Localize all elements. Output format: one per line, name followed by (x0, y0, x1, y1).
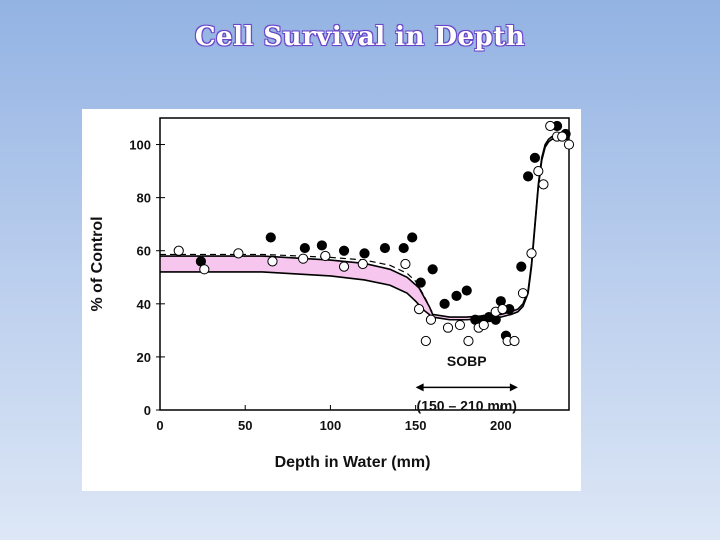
data-points (173, 120, 575, 347)
open-point (233, 248, 244, 259)
y-axis-title: % of Control (89, 216, 106, 311)
x-axis-title: Depth in Water (mm) (275, 454, 431, 471)
open-point (557, 131, 568, 142)
filled-point (427, 264, 438, 275)
open-point (478, 319, 489, 331)
lower-fit-curve (160, 138, 569, 321)
filled-point (338, 245, 350, 256)
filled-point (407, 232, 418, 243)
sobp-arrowhead-left (415, 383, 424, 392)
y-tick-label: 20 (137, 350, 151, 365)
x-tick-label: 50 (238, 418, 252, 433)
chart-panel: 0 20 40 60 80 100 0 50 100 150 200 SOBP (150 – 210… (82, 109, 581, 491)
open-point (173, 245, 184, 256)
filled-point (398, 242, 409, 254)
open-point (267, 256, 278, 267)
x-tick-label: 150 (405, 418, 427, 433)
x-tick-label: 100 (320, 418, 342, 433)
open-point (425, 314, 437, 325)
filled-point (316, 240, 327, 251)
plot-frame (159, 117, 570, 411)
x-tick-label: 0 (156, 418, 163, 433)
y-tick-label: 0 (144, 403, 151, 418)
open-point (463, 335, 474, 347)
open-point (563, 139, 575, 150)
filled-point (415, 277, 426, 288)
y-tick-label: 80 (137, 191, 151, 206)
open-point (533, 165, 544, 177)
sobp-label: SOBP (447, 353, 487, 369)
filled-point (299, 242, 310, 254)
open-point (400, 258, 411, 270)
open-point (442, 322, 454, 333)
open-point (357, 258, 368, 270)
filled-point (451, 290, 462, 301)
open-point (497, 304, 508, 315)
filled-point (265, 232, 276, 243)
sobp-annotation: SOBP (150 – 210 mm) (415, 353, 518, 414)
filled-point (439, 298, 450, 309)
axes (156, 117, 570, 411)
filled-point (379, 242, 391, 254)
error-band (160, 136, 569, 320)
open-point (338, 261, 350, 272)
shaded-band (160, 136, 569, 320)
filled-point (529, 152, 541, 163)
filled-point (516, 261, 527, 272)
slide-title: Cell Survival in Depth (194, 22, 526, 52)
x-tick-label: 200 (490, 418, 512, 433)
open-point (420, 335, 431, 347)
y-tick-label: 60 (137, 244, 151, 259)
fit-curves (160, 135, 569, 321)
open-point (517, 288, 529, 299)
open-point (199, 264, 210, 275)
filled-point (461, 285, 472, 296)
tick-labels: 0 20 40 60 80 100 0 50 100 150 200 (129, 138, 511, 433)
filled-point (359, 248, 370, 259)
open-point (526, 248, 537, 259)
open-point (509, 335, 520, 347)
sobp-arrowhead-right (509, 383, 518, 392)
upper-fit-curve (160, 135, 569, 318)
open-point (298, 253, 309, 264)
open-point (454, 319, 466, 331)
filled-point (523, 171, 534, 182)
survival-chart: 0 20 40 60 80 100 0 50 100 150 200 SOBP (150 – 210… (89, 117, 575, 471)
dashed-fit-curve (160, 253, 434, 314)
open-point (538, 179, 549, 190)
open-point (320, 250, 331, 262)
open-point (545, 120, 556, 132)
sobp-range-label: (150 – 210 mm) (417, 398, 517, 414)
y-tick-label: 40 (137, 297, 151, 312)
open-point (413, 304, 425, 315)
y-tick-label: 100 (129, 138, 151, 153)
